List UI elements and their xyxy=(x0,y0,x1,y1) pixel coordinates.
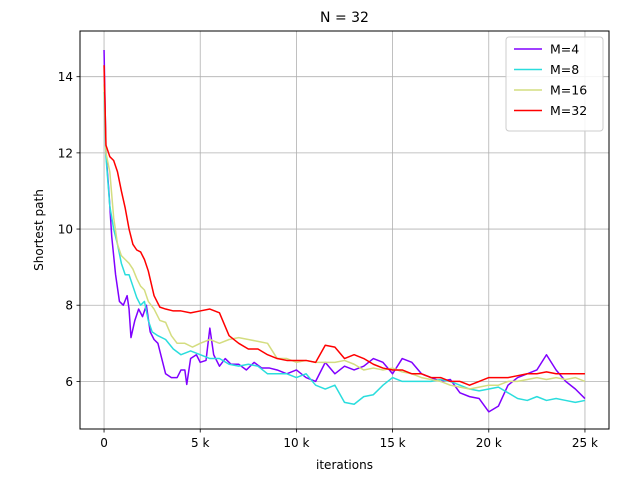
x-tick-label: 25 k xyxy=(572,436,598,450)
legend-box xyxy=(505,36,604,132)
series-line-m-4 xyxy=(103,50,586,413)
series-line-m-8 xyxy=(103,91,586,405)
axes-frame xyxy=(79,30,610,430)
y-tick-label: 6 xyxy=(65,375,73,389)
legend-label: M=16 xyxy=(550,83,587,98)
x-tick-label: 15 k xyxy=(380,436,406,450)
y-axis-label: Shortest path xyxy=(32,189,46,271)
y-tick-label: 14 xyxy=(58,70,73,84)
legend-label: M=4 xyxy=(550,42,579,57)
axis-ticks: 0 5 k 10 k 15 k 20 k 25 k 6 8 10 12 14 xyxy=(58,70,598,450)
legend-label: M=32 xyxy=(550,103,587,118)
y-tick-label: 12 xyxy=(58,146,73,160)
y-tick-label: 8 xyxy=(65,299,73,313)
x-tick-label: 20 k xyxy=(476,436,502,450)
legend-label: M=8 xyxy=(550,62,579,77)
plot-area xyxy=(103,50,586,413)
x-tick-label: 10 k xyxy=(283,436,309,450)
x-tick-label: 5 k xyxy=(191,436,209,450)
x-tick-label: 0 xyxy=(100,436,108,450)
y-tick-label: 10 xyxy=(58,223,73,237)
series-line-m-32 xyxy=(103,65,585,386)
legend: M=4 M=8 M=16 M=32 xyxy=(505,36,604,132)
x-axis-label: iterations xyxy=(316,458,373,472)
series-line-m-16 xyxy=(103,84,586,390)
chart-title: N = 32 xyxy=(320,10,369,26)
